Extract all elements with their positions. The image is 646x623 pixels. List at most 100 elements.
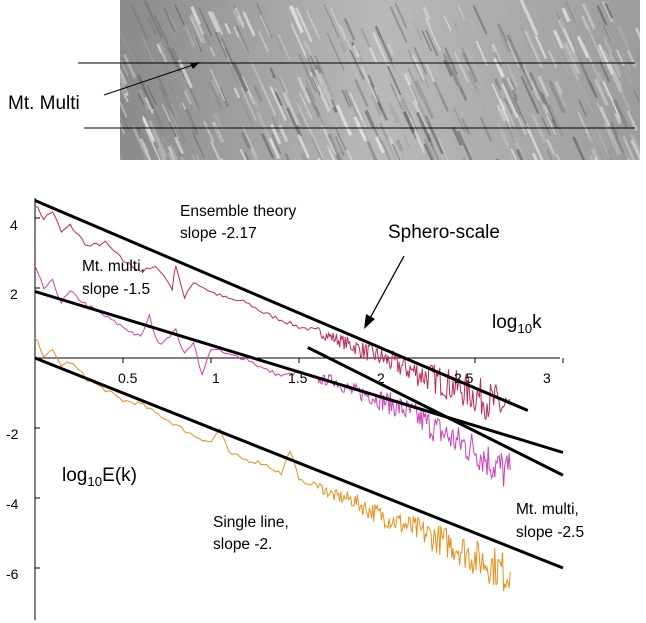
strip-streak <box>268 67 276 79</box>
strip-streak <box>233 26 240 38</box>
strip-streak <box>220 42 233 67</box>
ticks <box>35 217 564 569</box>
strip-streak <box>379 122 389 140</box>
strip-streak <box>144 127 161 160</box>
strip-streak <box>210 140 221 160</box>
strip-streak <box>170 103 180 121</box>
strip-streak <box>234 7 245 27</box>
strip-streak <box>387 43 394 55</box>
strip-streak <box>198 8 213 37</box>
fit-line-2 <box>34 290 564 454</box>
series-layer <box>34 206 511 591</box>
strip-streak <box>253 66 264 88</box>
strip-streak <box>552 29 564 49</box>
strip-streak <box>306 44 318 66</box>
strip-streak <box>453 51 469 83</box>
strip-streak <box>624 147 632 160</box>
strip-streak <box>607 150 613 160</box>
strip-streak <box>174 136 185 155</box>
strip-streak <box>608 54 621 79</box>
strip-streak <box>528 71 546 106</box>
strip-streak <box>503 98 513 114</box>
strip-streak <box>619 48 632 73</box>
strip-streak <box>139 131 153 160</box>
strip-streak <box>353 115 368 142</box>
strip-streak <box>214 31 228 59</box>
strip-streak <box>451 126 463 146</box>
strip-streak <box>344 50 361 81</box>
strip-streak <box>130 3 149 40</box>
strip-streak <box>415 111 432 143</box>
strip-streak <box>372 32 390 67</box>
strip-streak <box>190 13 207 44</box>
strip-streak <box>497 23 513 53</box>
strip-streak <box>572 136 586 160</box>
strip-streak <box>123 53 137 79</box>
y-axis-label-base: log <box>62 465 88 486</box>
strip-streak <box>236 24 250 53</box>
strip-streak <box>547 103 565 138</box>
strip-streak <box>522 65 541 102</box>
strip-streak <box>623 105 635 130</box>
strip-streak <box>156 43 168 64</box>
strip-streak <box>241 69 252 86</box>
strip-streak <box>157 147 167 160</box>
strip-streak <box>311 76 321 96</box>
strip-streak <box>341 89 351 108</box>
strip-streak <box>277 74 289 95</box>
strip-streak <box>352 44 360 58</box>
strip-streak <box>379 37 396 71</box>
strip-streak <box>310 136 323 160</box>
strip-streak <box>308 126 325 160</box>
strip-streak <box>239 148 247 160</box>
strip-streak <box>258 30 269 53</box>
x-axis-label-rest: k <box>532 312 542 333</box>
strip-streak <box>564 51 582 90</box>
strip-streak <box>443 15 452 32</box>
x-axis-label: log10k <box>492 312 542 340</box>
strip-streak <box>605 49 621 81</box>
strip-streak <box>552 38 570 76</box>
annotation-mt-multi-15-line1: Mt. multi, <box>82 258 145 275</box>
strip-streak <box>593 78 609 106</box>
strip-streak <box>546 139 555 154</box>
strip-streak <box>170 144 178 160</box>
strip-streak <box>158 52 171 75</box>
strip-streak <box>386 64 402 96</box>
strip-streak <box>382 120 393 140</box>
strip-streak <box>561 7 571 23</box>
strip-streak <box>154 14 169 46</box>
strip-streak <box>243 1 252 16</box>
strip-streak <box>345 149 353 160</box>
strip-streak <box>335 154 340 160</box>
strip-streak <box>161 104 179 140</box>
fit-line-4 <box>307 346 564 477</box>
annotation-mt-multi-15-line2: slope -1.5 <box>82 281 151 298</box>
strip-streak <box>588 154 595 160</box>
spectrum-series-3 <box>34 337 511 591</box>
sphero-scale-arrow <box>364 255 405 329</box>
strip-streak <box>444 47 459 75</box>
strip-streak <box>547 149 553 160</box>
strip-streak <box>581 15 599 51</box>
strip-streak <box>184 108 200 136</box>
strip-streak <box>349 92 364 121</box>
strip-streak <box>515 148 524 160</box>
strip-streak <box>411 54 426 81</box>
strip-streak <box>617 134 631 160</box>
x-axis-label-sub: 10 <box>517 320 533 336</box>
strip-streak <box>321 124 337 155</box>
strip-streak <box>407 67 423 100</box>
x-tick-label-1: 0.5 <box>118 370 138 386</box>
strip-streak <box>616 25 631 51</box>
x-tick-label-3: 1.5 <box>288 370 308 386</box>
strip-streak <box>596 102 616 141</box>
sphero-arrow-head <box>364 314 375 329</box>
strip-streak <box>218 87 230 108</box>
strip-streak <box>392 106 406 135</box>
strip-streak <box>407 49 424 83</box>
strip-streak <box>167 14 177 32</box>
strip-streak <box>203 120 215 143</box>
strip-streak <box>510 148 518 160</box>
strip-streak <box>567 32 585 67</box>
